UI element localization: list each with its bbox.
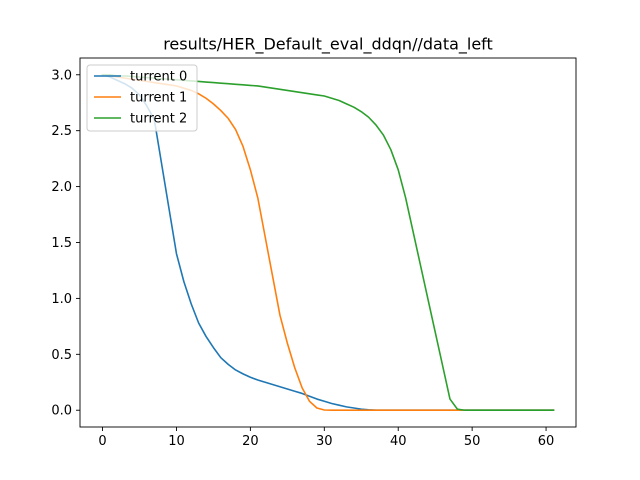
x-tick-label: 50 [464, 434, 481, 449]
legend-label-1: turrent 1 [130, 91, 187, 106]
y-tick-label: 0.5 [51, 348, 72, 363]
legend-label-0: turrent 0 [130, 70, 187, 85]
legend: turrent 0 turrent 1 turrent 2 [86, 64, 198, 132]
x-tick-label: 40 [390, 434, 407, 449]
y-tick-label: 2.0 [51, 180, 72, 195]
y-tick-label: 1.0 [51, 292, 72, 307]
y-tick-label: 0.0 [51, 404, 72, 419]
x-tick-label: 30 [316, 434, 333, 449]
legend-box [86, 64, 198, 132]
y-tick-label: 3.0 [51, 68, 72, 83]
x-tick-label: 60 [538, 434, 555, 449]
y-tick-label: 1.5 [51, 236, 72, 251]
chart-title: results/HER_Default_eval_ddqn//data_left [163, 35, 493, 55]
x-tick-label: 10 [168, 434, 185, 449]
y-tick-label: 2.5 [51, 124, 72, 139]
x-tick-label: 20 [242, 434, 259, 449]
x-tick-label: 0 [98, 434, 106, 449]
legend-label-2: turrent 2 [130, 112, 187, 127]
